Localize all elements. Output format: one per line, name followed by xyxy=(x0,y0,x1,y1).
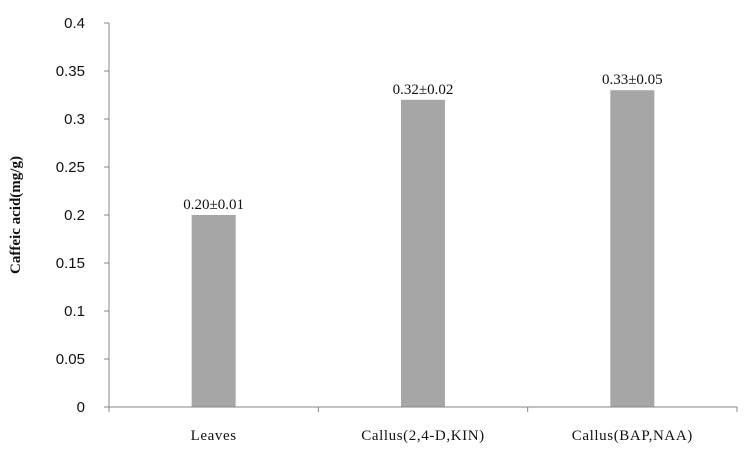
x-category-label-2: Callus(2,4-D,KIN) xyxy=(361,428,485,444)
y-tick-label: 0.35 xyxy=(56,63,85,80)
y-tick-label: 0.25 xyxy=(56,159,85,176)
x-category-label-1: Leaves xyxy=(191,428,237,444)
y-tick-label: 0.05 xyxy=(56,351,85,368)
y-tick-label: 0 xyxy=(77,399,85,416)
y-axis-ticks: 0 0.05 0.1 0.15 0.2 0.25 0.3 0.35 0.4 xyxy=(56,15,109,416)
data-label-1: 0.20±0.01 xyxy=(183,197,244,213)
bars xyxy=(191,90,655,408)
y-tick-label: 0.15 xyxy=(56,255,85,272)
data-label-2: 0.32±0.02 xyxy=(393,82,454,98)
y-tick-label: 0.2 xyxy=(64,207,85,224)
bar-2 xyxy=(401,99,445,408)
bar-3 xyxy=(610,90,655,407)
data-labels: 0.20±0.01 0.32±0.02 0.33±0.05 xyxy=(183,72,662,213)
y-tick-label: 0.1 xyxy=(64,303,85,320)
y-axis-title: Caffeic acid(mg/g) xyxy=(8,156,24,274)
x-axis-labels: Leaves Callus(2,4-D,KIN) Callus(BAP,NAA) xyxy=(108,407,738,444)
y-tick-label: 0.3 xyxy=(64,111,85,128)
bar-1 xyxy=(191,215,236,407)
y-tick-label: 0.4 xyxy=(64,15,85,32)
x-category-label-3: Callus(BAP,NAA) xyxy=(572,428,693,444)
data-label-3: 0.33±0.05 xyxy=(602,72,663,88)
